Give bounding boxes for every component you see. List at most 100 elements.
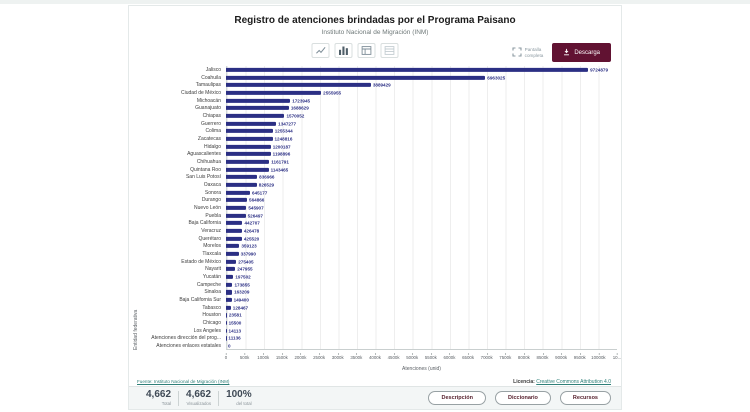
bar-track: 247955 xyxy=(226,265,617,273)
download-button[interactable]: Descarga xyxy=(552,43,611,62)
bar-track: 426478 xyxy=(226,227,617,235)
x-tick-label: 4000k xyxy=(368,353,381,360)
bar-row: Oaxaca 826529 xyxy=(129,181,617,189)
bar[interactable] xyxy=(226,136,273,141)
bar-row: Tabasco 128467 xyxy=(129,304,617,312)
state-label: Puebla xyxy=(205,212,221,219)
bar[interactable] xyxy=(226,251,239,257)
bar-track: 197502 xyxy=(226,273,617,281)
bar-row: Puebla 526497 xyxy=(129,212,617,220)
bar[interactable] xyxy=(226,106,289,111)
download-icon xyxy=(563,48,570,58)
bar[interactable] xyxy=(226,83,371,88)
state-label: Guerrero xyxy=(200,120,221,127)
bar[interactable] xyxy=(226,75,486,80)
bar[interactable] xyxy=(226,182,257,187)
bar[interactable] xyxy=(226,90,322,95)
source-link[interactable]: Fuente: Instituto Nacional de Migración … xyxy=(137,379,230,384)
state-label: Chiapas xyxy=(202,112,221,119)
bars-container: Jalisco 9724879 Coahuila 6963025 Tamaulipas 3… xyxy=(129,66,617,350)
bar[interactable] xyxy=(226,198,248,203)
description-button[interactable]: Descripción xyxy=(428,391,486,405)
bar[interactable] xyxy=(226,205,247,211)
x-tick-label: 8500k xyxy=(536,353,549,360)
bar[interactable] xyxy=(226,213,246,218)
bar[interactable] xyxy=(226,236,242,241)
data-table-icon[interactable] xyxy=(380,43,399,58)
x-tick-label: 7500k xyxy=(499,353,512,360)
bar-track: 3889429 xyxy=(226,81,617,89)
bar-row: Sonora 645177 xyxy=(129,189,617,197)
bar[interactable] xyxy=(226,152,271,157)
bar[interactable] xyxy=(226,267,236,272)
state-label: Atenciones enlaces estatales xyxy=(156,343,221,350)
bar-value: 1688629 xyxy=(290,105,309,111)
x-tick-label: 7000k xyxy=(480,353,493,360)
line-chart-icon[interactable] xyxy=(311,43,330,58)
bar-chart-icon[interactable] xyxy=(334,43,353,58)
chart-widget-card: Registro de atenciones brindadas por el … xyxy=(128,5,622,410)
state-label: Jalisco xyxy=(205,66,221,73)
bar[interactable] xyxy=(226,320,227,326)
bar[interactable] xyxy=(226,274,234,280)
bar[interactable] xyxy=(226,313,227,318)
bar[interactable] xyxy=(226,121,277,126)
state-label: Durango xyxy=(201,197,221,204)
x-tick-label: 1000k xyxy=(257,353,270,360)
bar-row: Nayarit 247955 xyxy=(129,265,617,273)
fullscreen-button[interactable]: Pantalla completa xyxy=(512,44,544,62)
bar-track: 2555955 xyxy=(226,89,617,97)
bar-row: Baja California 442707 xyxy=(129,219,617,227)
bar[interactable] xyxy=(226,221,243,226)
stat-visualized: 4,662 Visualizados xyxy=(179,390,218,407)
license-link[interactable]: Creative Commons Attribution 4.0 xyxy=(536,379,611,385)
stat-divider xyxy=(178,390,180,406)
bar[interactable] xyxy=(226,297,232,303)
page-title: Registro de atenciones brindadas por el … xyxy=(234,15,516,26)
bar-value: 15500 xyxy=(228,320,242,326)
bar-value: 1200187 xyxy=(272,144,291,150)
action-buttons: Descripción Diccionario Recursos xyxy=(428,391,611,405)
bar[interactable] xyxy=(226,167,269,172)
bar-track: 836966 xyxy=(226,173,617,181)
bar-row: Zacatecas 1248816 xyxy=(129,135,617,143)
stat-percent: 100% del total xyxy=(219,390,259,407)
toolbar-right-controls: Pantalla completa Descarga xyxy=(512,43,611,62)
bar-row: Chicago 15500 xyxy=(129,319,617,327)
bar-value: 645177 xyxy=(252,190,268,196)
bar[interactable] xyxy=(226,259,237,264)
fullscreen-icon xyxy=(512,44,522,62)
bar[interactable] xyxy=(226,144,271,149)
bar-row: San Luis Potosí 836966 xyxy=(129,173,617,181)
bar-value: 337990 xyxy=(240,251,256,257)
bar[interactable] xyxy=(226,282,233,287)
bar[interactable] xyxy=(226,305,231,310)
bar-value: 1723945 xyxy=(292,98,311,104)
bar[interactable] xyxy=(226,113,285,118)
bar[interactable] xyxy=(226,228,242,234)
bar[interactable] xyxy=(226,67,589,72)
fullscreen-label: Pantalla completa xyxy=(524,46,544,58)
bar[interactable] xyxy=(226,175,258,180)
state-label: Ciudad de México xyxy=(180,89,221,96)
bar[interactable] xyxy=(226,129,273,134)
bar-value: 14113 xyxy=(228,328,242,334)
bar-row: Atenciones enlaces estatales 0 xyxy=(129,342,617,350)
bar-track: 1198896 xyxy=(226,150,617,158)
resources-button[interactable]: Recursos xyxy=(559,391,611,405)
stat-divider xyxy=(218,390,220,406)
bar[interactable] xyxy=(226,98,291,103)
bar[interactable] xyxy=(226,328,227,333)
pivot-table-icon[interactable] xyxy=(357,43,376,58)
bar-value: 197502 xyxy=(235,274,251,280)
bar-value: 545907 xyxy=(248,205,264,211)
bar-value: 1248816 xyxy=(274,136,293,142)
bar[interactable] xyxy=(226,244,240,249)
bar-track: 425520 xyxy=(226,235,617,243)
bar[interactable] xyxy=(226,190,251,195)
dictionary-button[interactable]: Diccionario xyxy=(494,391,551,405)
bar[interactable] xyxy=(226,290,233,295)
bar-row: Coahuila 6963025 xyxy=(129,74,617,82)
bar[interactable] xyxy=(226,159,270,164)
bar-value: 526497 xyxy=(247,213,263,219)
